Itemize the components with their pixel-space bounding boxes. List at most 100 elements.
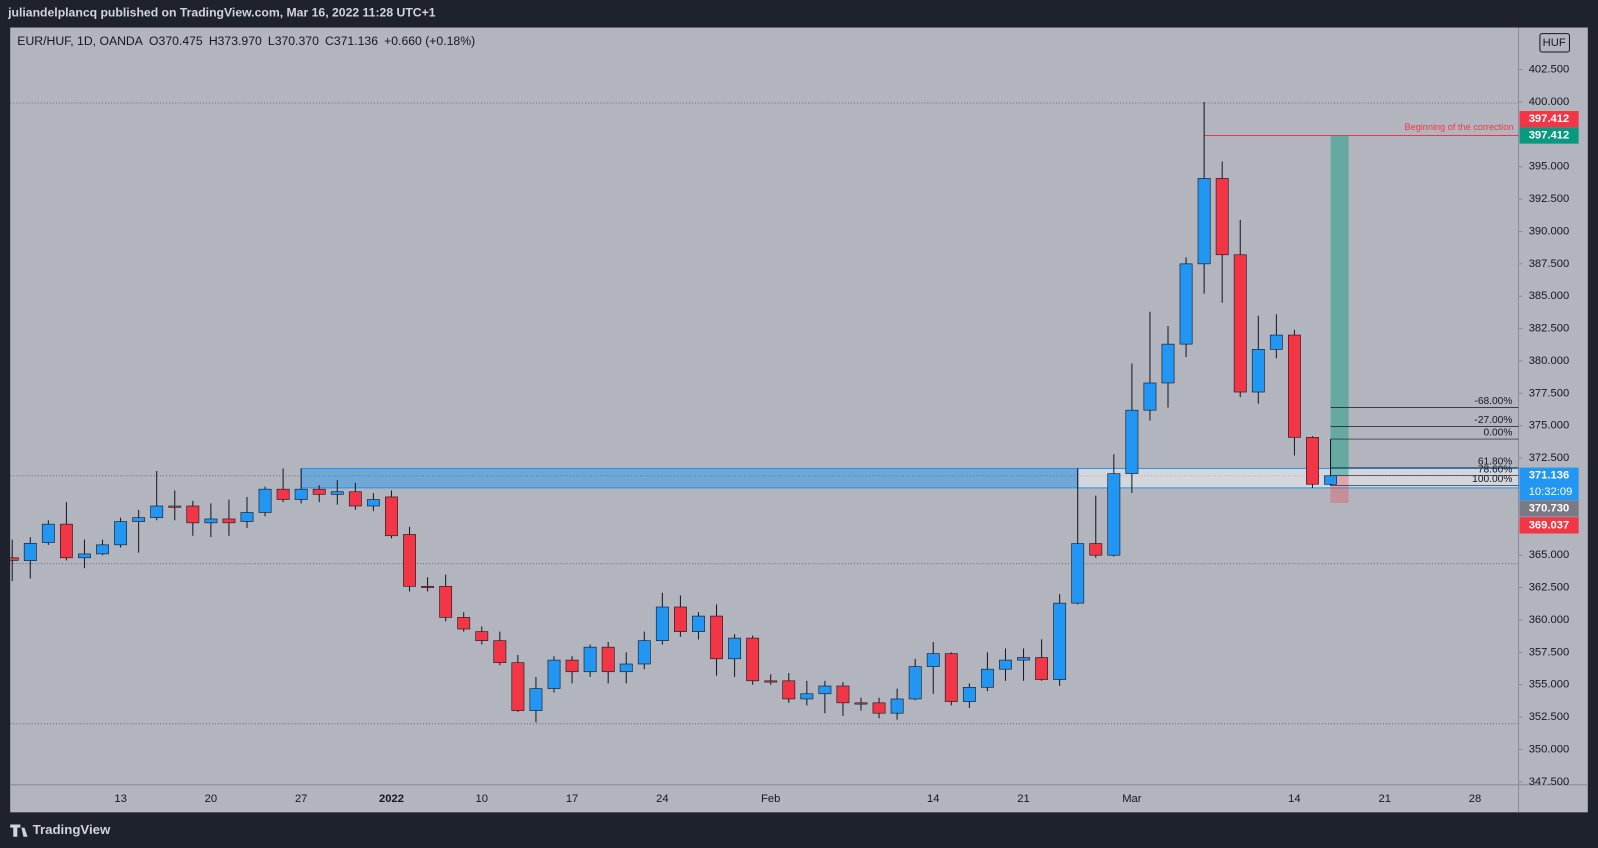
y-tick-label: 387.500: [1529, 258, 1569, 270]
candle-body: [150, 505, 164, 518]
price-label-box: [1519, 467, 1579, 501]
candle-body: [926, 653, 940, 667]
x-tick-label: 28: [1469, 793, 1481, 805]
candle-body: [186, 505, 200, 524]
x-tick-label: 2022: [379, 793, 404, 805]
x-tick-label: 21: [1378, 793, 1390, 805]
x-tick-label: 20: [205, 793, 217, 805]
candle-body: [330, 491, 344, 495]
candle-body: [475, 631, 489, 641]
currency-box: [1539, 33, 1570, 53]
y-tick-label: 347.500: [1529, 776, 1569, 788]
candle-body: [1215, 178, 1229, 256]
candle-body: [1179, 263, 1193, 345]
candle-body: [1288, 334, 1301, 438]
price-label: 370.730: [1529, 502, 1569, 514]
candle-body: [1251, 349, 1265, 393]
x-tick-label: Mar: [1122, 793, 1142, 805]
position-target: [1330, 135, 1349, 476]
x-tick-label: Feb: [761, 793, 780, 805]
y-tick-label: 390.000: [1529, 225, 1569, 237]
candle-body: [999, 659, 1012, 670]
y-tick-label: 350.000: [1529, 743, 1569, 755]
candle-body: [655, 606, 669, 641]
candle-body: [439, 585, 453, 618]
ohlc-value: +0.660 (+0.18%): [384, 34, 475, 48]
candle-body: [1324, 475, 1337, 485]
candle-body: [403, 534, 416, 587]
ohlc-value: H373.970: [209, 34, 262, 48]
fib-label: 100.00%: [1472, 474, 1512, 485]
candle-body: [1143, 382, 1157, 411]
candle-body: [1269, 334, 1283, 350]
candle-body: [547, 659, 561, 689]
candle-body: [890, 698, 904, 714]
y-tick-label: 372.500: [1529, 452, 1569, 464]
candle-body: [276, 488, 290, 500]
y-tick-label: 395.000: [1529, 161, 1569, 173]
candle-body: [41, 523, 55, 543]
y-tick-label: 352.500: [1529, 711, 1569, 723]
y-tick-label: 382.500: [1529, 323, 1569, 335]
candle-body: [312, 488, 326, 495]
candle-body: [583, 646, 597, 673]
candle-body: [96, 544, 109, 555]
candle-body: [565, 659, 579, 673]
candle-body: [294, 488, 308, 500]
publisher: juliandelplancq published on TradingView…: [7, 5, 436, 19]
candle-body: [1017, 657, 1030, 661]
candle-body: [818, 685, 832, 695]
candle-body: [1071, 543, 1085, 604]
countdown: 10:32:09: [1529, 486, 1573, 498]
ohlc-value: L370.370: [268, 34, 319, 48]
currency: HUF: [1543, 37, 1566, 49]
candle-body: [385, 496, 398, 537]
y-tick-label: 375.000: [1529, 420, 1569, 432]
x-tick-label: 14: [927, 793, 939, 805]
candle-body: [637, 640, 651, 665]
candle-body: [1161, 343, 1175, 384]
price-label: 371.136: [1529, 470, 1569, 482]
y-tick-label: 402.500: [1529, 64, 1569, 76]
candle-body: [601, 646, 615, 673]
candle-body: [222, 518, 236, 524]
ohlc-value: C371.136: [325, 34, 378, 48]
y-tick-label: 362.500: [1529, 582, 1569, 594]
chart-background: [10, 27, 1588, 813]
fib-label: 61.80%: [1478, 456, 1513, 467]
x-tick-label: 13: [114, 793, 126, 805]
candle-body: [962, 686, 976, 702]
candle-body: [728, 637, 742, 660]
candle-body: [1107, 473, 1121, 556]
y-tick-label: 392.500: [1529, 193, 1569, 205]
candle-body: [944, 653, 958, 702]
y-tick-label: 365.000: [1529, 549, 1569, 561]
price-label-box: [1519, 111, 1579, 128]
candle-body: [23, 542, 37, 561]
candle-body: [1233, 254, 1247, 393]
price-label-box: [1519, 500, 1579, 517]
candle-body: [1089, 543, 1103, 556]
candle-body: [854, 702, 868, 705]
x-tick-label: 10: [476, 793, 488, 805]
ohlc-value: O370.475: [149, 34, 203, 48]
price-label-box: [1519, 517, 1579, 534]
candle-body: [204, 518, 218, 524]
fib-label: 0.00%: [1484, 428, 1513, 439]
candle-body: [800, 693, 814, 700]
candle-body: [764, 680, 778, 683]
candle-body: [692, 615, 705, 632]
symbol-legend: EUR/HUF, 1D, OANDA O370.475 H373.970 L370.3…: [17, 34, 475, 48]
candle-body: [78, 553, 91, 559]
symbol: EUR/HUF, 1D, OANDA: [17, 34, 143, 48]
candle-body: [872, 702, 886, 714]
candle-body: [1035, 657, 1049, 680]
brand[interactable]: TradingView: [33, 822, 111, 837]
y-tick-label: 357.500: [1529, 646, 1569, 658]
candle-body: [114, 521, 128, 546]
price-label: 397.412: [1529, 129, 1569, 141]
candle-body: [1125, 409, 1139, 474]
candle-body: [168, 505, 182, 508]
